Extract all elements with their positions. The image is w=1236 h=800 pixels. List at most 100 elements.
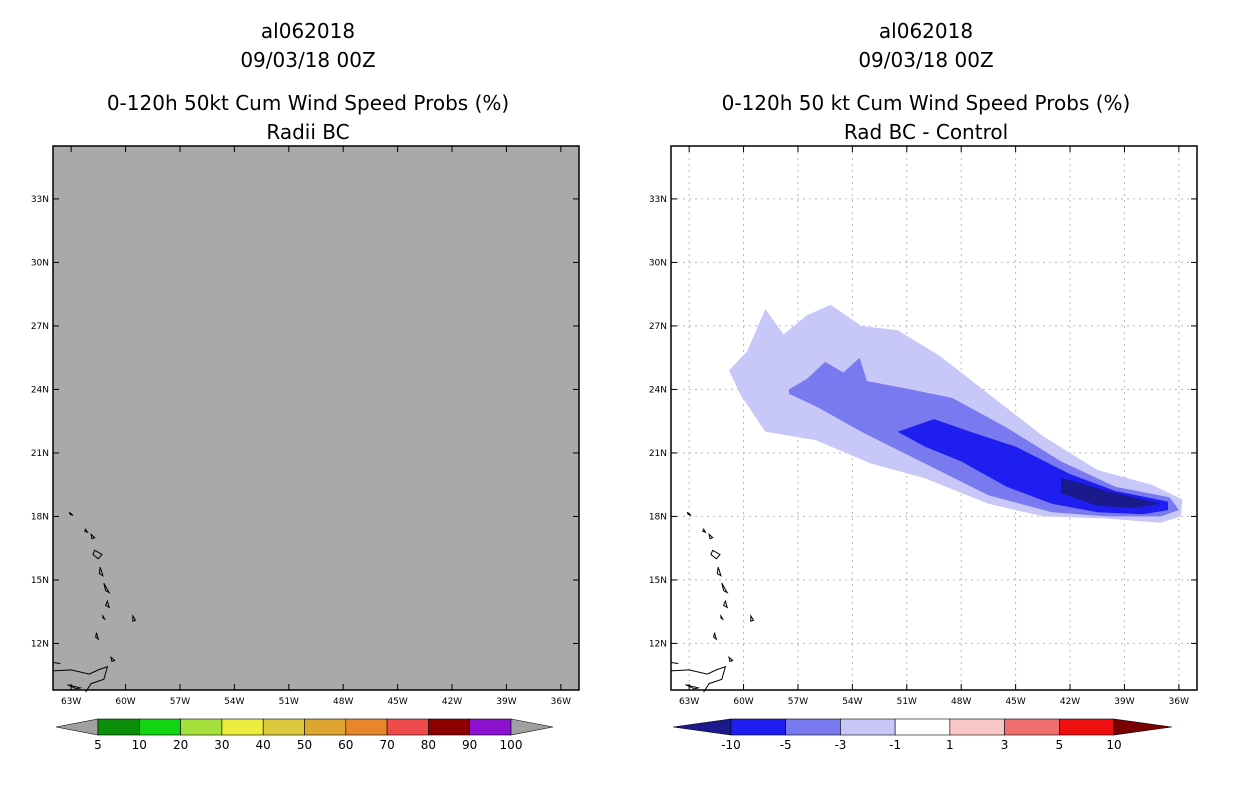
chart-title: 0-120h 50kt Cum Wind Speed Probs (%) <box>107 91 509 115</box>
colorbar-label: 20 <box>173 738 188 752</box>
y-tick-label: 15N <box>649 576 667 586</box>
y-tick-label: 18N <box>649 512 667 522</box>
colorbar-label: 5 <box>94 738 102 752</box>
y-tick-label: 24N <box>649 385 667 395</box>
storm-id-label: al062018 <box>261 19 355 43</box>
y-tick-label: 12N <box>31 639 49 649</box>
x-tick-label: 45W <box>387 697 407 707</box>
island-outline <box>670 662 679 664</box>
x-tick-label: 63W <box>61 697 81 707</box>
x-tick-label: 54W <box>842 697 862 707</box>
colorbar-label: 10 <box>132 738 147 752</box>
colorbar: -10 -5 -3 -1 1 3 5 10 <box>672 718 1173 752</box>
island-outline <box>686 511 692 516</box>
x-tick-label: 60W <box>115 697 135 707</box>
y-tick-label: 18N <box>31 512 49 522</box>
colorbar-label: 30 <box>214 738 229 752</box>
contour-region <box>1061 478 1161 508</box>
y-tick-label: 12N <box>649 639 667 649</box>
colorbar-label: 5 <box>1055 738 1063 752</box>
colorbar-box <box>730 718 787 736</box>
island-outline <box>52 665 109 693</box>
island-outline <box>68 511 74 516</box>
y-tick-label: 33N <box>649 195 667 205</box>
colorbar-under-arrow <box>55 718 99 736</box>
colorbar-box <box>221 718 264 736</box>
x-tick-label: 36W <box>1169 697 1189 707</box>
island-outline <box>721 582 729 594</box>
y-tick-label: 24N <box>31 385 49 395</box>
colorbar-label: -10 <box>721 738 741 752</box>
island-outline <box>702 527 707 534</box>
colorbar-label: -1 <box>889 738 901 752</box>
colorbar-box <box>180 718 223 736</box>
colorbar-box <box>1058 718 1115 736</box>
island-outline <box>670 665 727 693</box>
chart-subtitle: Radii BC <box>266 120 349 144</box>
colorbar-label: 10 <box>1106 738 1121 752</box>
x-tick-label: 42W <box>1060 697 1080 707</box>
x-tick-label: 51W <box>279 697 299 707</box>
colorbar-box <box>262 718 305 736</box>
axis-ticks: 63W 60W 57W 54W 51W 48W 45W 42W 39W 36W 12N 15N 18N 2… <box>649 146 1197 707</box>
island-outline <box>110 655 116 663</box>
island-outline <box>750 614 755 622</box>
chart-subtitle: Rad BC - Control <box>844 120 1008 144</box>
chart-title: 0-120h 50 kt Cum Wind Speed Probs (%) <box>722 91 1131 115</box>
island-outline <box>710 549 721 560</box>
map-frame <box>52 145 580 691</box>
island-outline <box>104 599 111 609</box>
map-area <box>53 146 579 690</box>
island-outline <box>95 632 100 641</box>
colorbar-label: 90 <box>462 738 477 752</box>
colorbar-label: 100 <box>500 738 523 752</box>
colorbar-label: 70 <box>379 738 394 752</box>
island-outline <box>52 662 61 664</box>
colorbar-label: 1 <box>946 738 954 752</box>
x-tick-label: 54W <box>224 697 244 707</box>
island-outline <box>132 614 137 622</box>
island-outline <box>102 613 107 621</box>
colorbar-box <box>1004 718 1060 736</box>
colorbar-box <box>840 718 896 736</box>
colorbar-box <box>785 718 841 736</box>
datetime-label: 09/03/18 00Z <box>858 48 993 72</box>
island-outlines <box>52 511 137 693</box>
x-tick-label: 42W <box>442 697 462 707</box>
island-outline <box>98 567 104 577</box>
colorbar-box <box>304 718 347 736</box>
x-tick-label: 48W <box>333 697 353 707</box>
x-tick-label: 36W <box>551 697 571 707</box>
colorbar-over-arrow <box>510 718 554 736</box>
datetime-label: 09/03/18 00Z <box>240 48 375 72</box>
y-tick-label: 30N <box>31 258 49 268</box>
axis-ticks: 63W 60W 57W 54W 51W 48W 45W 42W 39W 36W 12N 15N 18N 2… <box>31 146 579 707</box>
colorbar-box <box>428 718 470 736</box>
island-outline <box>728 655 734 663</box>
panel-radii-bc: al062018 09/03/18 00Z 0-120h 50kt Cum Wi… <box>31 19 580 752</box>
colorbar-under-arrow <box>672 718 732 736</box>
colorbar-label: -3 <box>834 738 846 752</box>
colorbar-box <box>386 718 429 736</box>
colorbar-box <box>949 718 1005 736</box>
y-tick-label: 21N <box>31 449 49 459</box>
colorbar-label: 50 <box>297 738 312 752</box>
island-outline <box>103 582 111 594</box>
colorbar-over-arrow <box>1113 718 1173 736</box>
panel-rad-bc-control: al062018 09/03/18 00Z 0-120h 50 kt Cum W… <box>649 19 1198 752</box>
x-tick-label: 39W <box>496 697 516 707</box>
y-tick-label: 30N <box>649 258 667 268</box>
probability-contours <box>729 304 1183 523</box>
colorbar: 5 10 20 30 40 50 60 70 80 90 100 <box>55 718 554 752</box>
y-tick-label: 21N <box>649 449 667 459</box>
island-outline <box>67 684 83 690</box>
x-tick-label: 60W <box>733 697 753 707</box>
y-tick-label: 27N <box>649 322 667 332</box>
x-tick-label: 48W <box>951 697 971 707</box>
colorbar-box <box>345 718 388 736</box>
colorbar-box <box>97 718 140 736</box>
colorbar-label: 3 <box>1001 738 1009 752</box>
x-tick-label: 45W <box>1005 697 1025 707</box>
x-tick-label: 63W <box>679 697 699 707</box>
